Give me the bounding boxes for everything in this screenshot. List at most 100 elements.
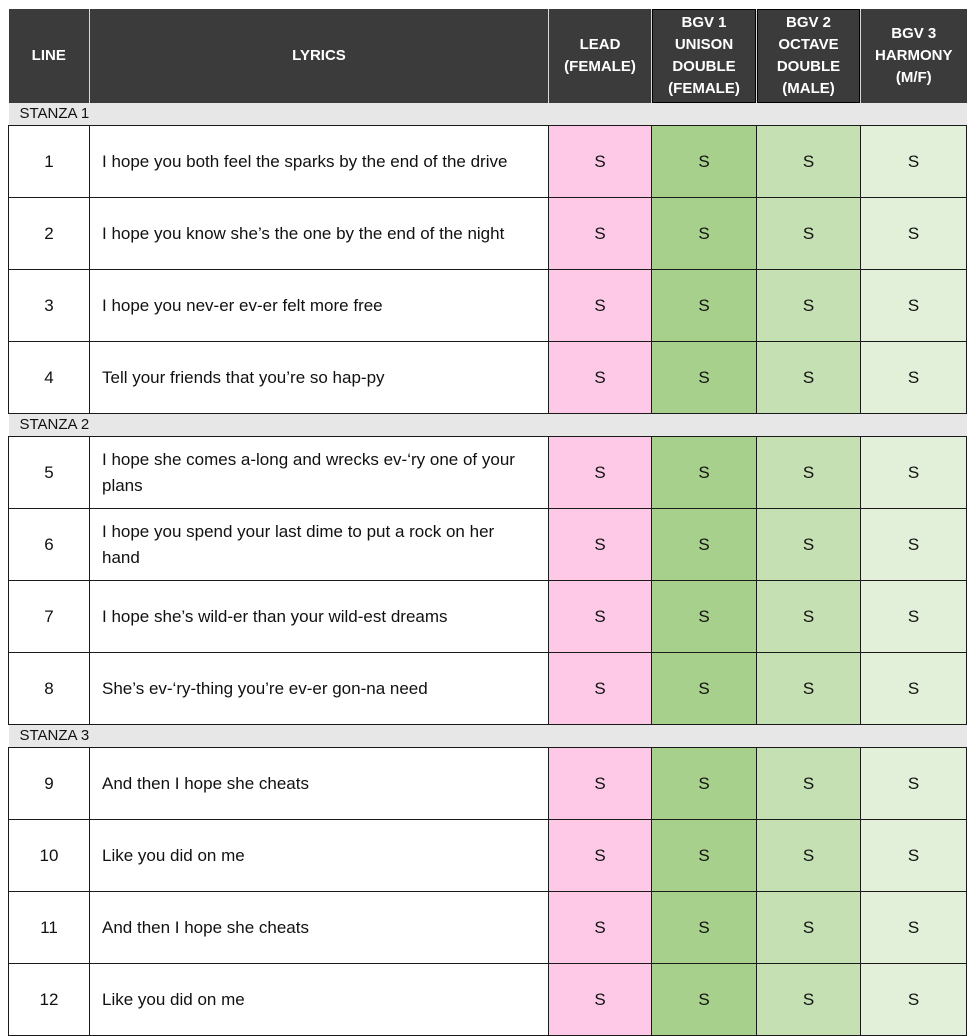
bgv1-cell: S: [651, 269, 757, 342]
bgv2-cell: S: [756, 652, 861, 725]
line-number-cell: 1: [8, 125, 90, 198]
stanza-row: STANZA 2: [8, 413, 967, 437]
bgv1-cell: S: [651, 819, 757, 892]
lyric-cell: Like you did on me: [89, 819, 549, 892]
bgv1-cell: S: [651, 508, 757, 581]
line-number-cell: 6: [8, 508, 90, 581]
header-lead: LEAD (FEMALE): [548, 9, 652, 103]
bgv3-cell: S: [860, 747, 967, 820]
lead-cell: S: [548, 508, 652, 581]
bgv3-cell: S: [860, 580, 967, 653]
lead-cell: S: [548, 341, 652, 414]
lead-cell: S: [548, 197, 652, 270]
lead-cell: S: [548, 891, 652, 964]
header-line: LINE: [8, 9, 90, 103]
bgv1-cell: S: [651, 580, 757, 653]
bgv1-cell: S: [651, 963, 757, 1036]
lyric-cell: Like you did on me: [89, 963, 549, 1036]
line-number-cell: 12: [8, 963, 90, 1036]
lead-cell: S: [548, 747, 652, 820]
line-number-cell: 4: [8, 341, 90, 414]
table-row: 10 Like you did on me S S S S: [8, 819, 967, 892]
bgv1-cell: S: [651, 747, 757, 820]
lead-cell: S: [548, 580, 652, 653]
stanza-label: STANZA 2: [8, 413, 967, 437]
lyric-cell: I hope she’s wild-er than your wild-est …: [89, 580, 549, 653]
bgv3-cell: S: [860, 963, 967, 1036]
bgv2-cell: S: [756, 508, 861, 581]
bgv1-cell: S: [651, 125, 757, 198]
lyric-cell: Tell your friends that you’re so hap-py: [89, 341, 549, 414]
bgv2-cell: S: [756, 963, 861, 1036]
stanza-row: STANZA 1: [8, 103, 967, 126]
bgv1-cell: S: [651, 436, 757, 509]
bgv1-cell: S: [651, 891, 757, 964]
line-number-cell: 10: [8, 819, 90, 892]
lyric-cell: And then I hope she cheats: [89, 891, 549, 964]
bgv3-cell: S: [860, 125, 967, 198]
lead-cell: S: [548, 269, 652, 342]
bgv3-cell: S: [860, 197, 967, 270]
stanza-label: STANZA 3: [8, 724, 967, 748]
header-row: LINE LYRICS LEAD (FEMALE) BGV 1 UNISON D…: [8, 9, 967, 103]
bgv2-cell: S: [756, 436, 861, 509]
lyric-cell: I hope you know she’s the one by the end…: [89, 197, 549, 270]
line-number-cell: 11: [8, 891, 90, 964]
bgv3-cell: S: [860, 341, 967, 414]
bgv3-cell: S: [860, 508, 967, 581]
bgv2-cell: S: [756, 747, 861, 820]
lyric-cell: She’s ev-‘ry-thing you’re ev-er gon-na n…: [89, 652, 549, 725]
lyric-cell: And then I hope she cheats: [89, 747, 549, 820]
bgv3-cell: S: [860, 436, 967, 509]
bgv1-cell: S: [651, 197, 757, 270]
bgv2-cell: S: [756, 341, 861, 414]
header-bgv3: BGV 3 HARMONY (M/F): [860, 9, 967, 103]
stanza-label: STANZA 1: [8, 103, 967, 126]
table-row: 9 And then I hope she cheats S S S S: [8, 747, 967, 820]
bgv2-cell: S: [756, 819, 861, 892]
lead-cell: S: [548, 436, 652, 509]
vocal-arrangement-table: LINE LYRICS LEAD (FEMALE) BGV 1 UNISON D…: [8, 9, 967, 1036]
header-bgv2: BGV 2 OCTAVE DOUBLE (MALE): [756, 9, 861, 103]
bgv2-cell: S: [756, 580, 861, 653]
lead-cell: S: [548, 125, 652, 198]
bgv2-cell: S: [756, 269, 861, 342]
lead-cell: S: [548, 963, 652, 1036]
bgv2-cell: S: [756, 197, 861, 270]
line-number-cell: 9: [8, 747, 90, 820]
table-row: 8 She’s ev-‘ry-thing you’re ev-er gon-na …: [8, 652, 967, 725]
bgv3-cell: S: [860, 269, 967, 342]
bgv2-cell: S: [756, 125, 861, 198]
lead-cell: S: [548, 652, 652, 725]
lead-cell: S: [548, 819, 652, 892]
bgv3-cell: S: [860, 891, 967, 964]
bgv3-cell: S: [860, 819, 967, 892]
lyric-cell: I hope you nev-er ev-er felt more free: [89, 269, 549, 342]
line-number-cell: 5: [8, 436, 90, 509]
lyric-cell: I hope you spend your last dime to put a…: [89, 508, 549, 581]
bgv3-cell: S: [860, 652, 967, 725]
line-number-cell: 2: [8, 197, 90, 270]
stanza-row: STANZA 3: [8, 724, 967, 748]
bgv1-cell: S: [651, 652, 757, 725]
line-number-cell: 8: [8, 652, 90, 725]
lyric-cell: I hope she comes a-long and wrecks ev-‘r…: [89, 436, 549, 509]
header-bgv1: BGV 1 UNISON DOUBLE (FEMALE): [651, 9, 757, 103]
table-row: 12 Like you did on me S S S S: [8, 963, 967, 1036]
bgv1-cell: S: [651, 341, 757, 414]
table-row: 11 And then I hope she cheats S S S S: [8, 891, 967, 964]
header-lyrics: LYRICS: [89, 9, 549, 103]
vocal-arrangement-sheet: LINE LYRICS LEAD (FEMALE) BGV 1 UNISON D…: [8, 9, 967, 1036]
line-number-cell: 3: [8, 269, 90, 342]
lyric-cell: I hope you both feel the sparks by the e…: [89, 125, 549, 198]
bgv2-cell: S: [756, 891, 861, 964]
line-number-cell: 7: [8, 580, 90, 653]
table-row: 4 Tell your friends that you’re so hap-py…: [8, 341, 967, 414]
